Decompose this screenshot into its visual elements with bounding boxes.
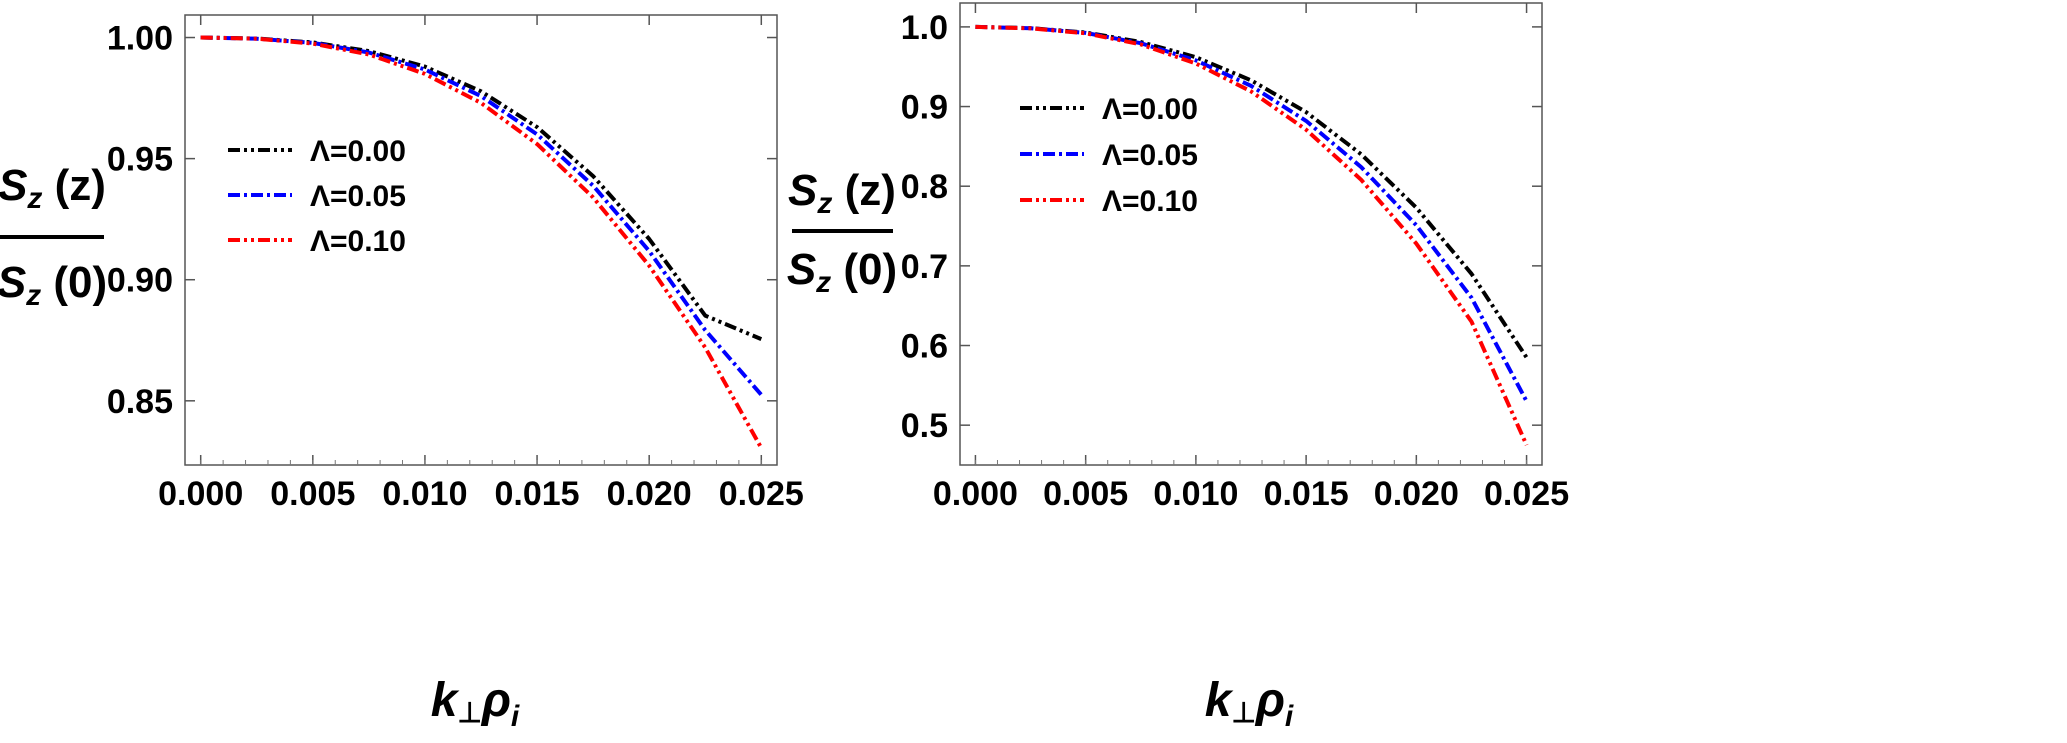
legend-label: Λ=0.10 — [1102, 185, 1198, 218]
x-tick-label: 0.010 — [382, 475, 467, 513]
series-line-1 — [975, 24, 1529, 359]
y-tick-label: 0.95 — [107, 141, 173, 179]
legend-label: Λ=0.00 — [310, 135, 406, 168]
x-tick-label: 0.005 — [1043, 475, 1128, 513]
series-line-3 — [200, 35, 764, 449]
y-tick-label: 0.8 — [901, 168, 948, 206]
x-axis-label: k⊥ρi — [1205, 674, 1294, 733]
x-tick-label: 0.000 — [933, 475, 1018, 513]
y-tick-label: 0.9 — [901, 89, 948, 127]
y-axis-label-numerator: Sz (z) — [788, 166, 896, 220]
plot-frame — [959, 2, 1543, 466]
x-tick-label: 0.010 — [1153, 475, 1238, 513]
y-tick-label: 0.7 — [901, 248, 948, 286]
plot-frame — [184, 14, 778, 466]
chart-panel-1: 0.000 0.005 0.010 0.015 0.020 0.025 0.85 0.90 0.… — [0, 14, 804, 733]
x-tick-label: 0.020 — [1374, 475, 1459, 513]
legend-label: Λ=0.05 — [310, 180, 406, 213]
y-axis-label-denominator: Sz (0) — [0, 258, 107, 312]
chart-panel-2: 0.000 0.005 0.010 0.015 0.020 0.025 0.5 0.6 0.7 0… — [787, 2, 1569, 733]
x-tick-label: 0.015 — [1264, 475, 1349, 513]
x-tick-label: 0.000 — [158, 475, 243, 513]
series-line-2 — [975, 24, 1529, 403]
x-tick-label: 0.020 — [607, 475, 692, 513]
x-axis-label: k⊥ρi — [431, 674, 520, 733]
x-tick-label: 0.015 — [495, 475, 580, 513]
x-tick-label: 0.025 — [719, 475, 804, 513]
y-axis-label-numerator: Sz (z) — [0, 161, 106, 215]
legend-label: Λ=0.10 — [310, 225, 406, 258]
x-tick-label: 0.025 — [1484, 475, 1569, 513]
series-line-3 — [975, 24, 1529, 446]
legend-label: Λ=0.05 — [1102, 139, 1198, 172]
y-tick-label: 1.0 — [901, 9, 948, 47]
y-tick-label: 0.90 — [107, 262, 173, 300]
y-tick-label: 0.6 — [901, 328, 948, 366]
y-tick-label: 0.5 — [901, 407, 948, 445]
legend-label: Λ=0.00 — [1102, 93, 1198, 126]
y-tick-label: 0.85 — [107, 383, 173, 421]
y-axis-label-denominator: Sz (0) — [787, 245, 897, 299]
x-tick-label: 0.005 — [270, 475, 355, 513]
y-tick-label: 1.00 — [107, 20, 173, 58]
